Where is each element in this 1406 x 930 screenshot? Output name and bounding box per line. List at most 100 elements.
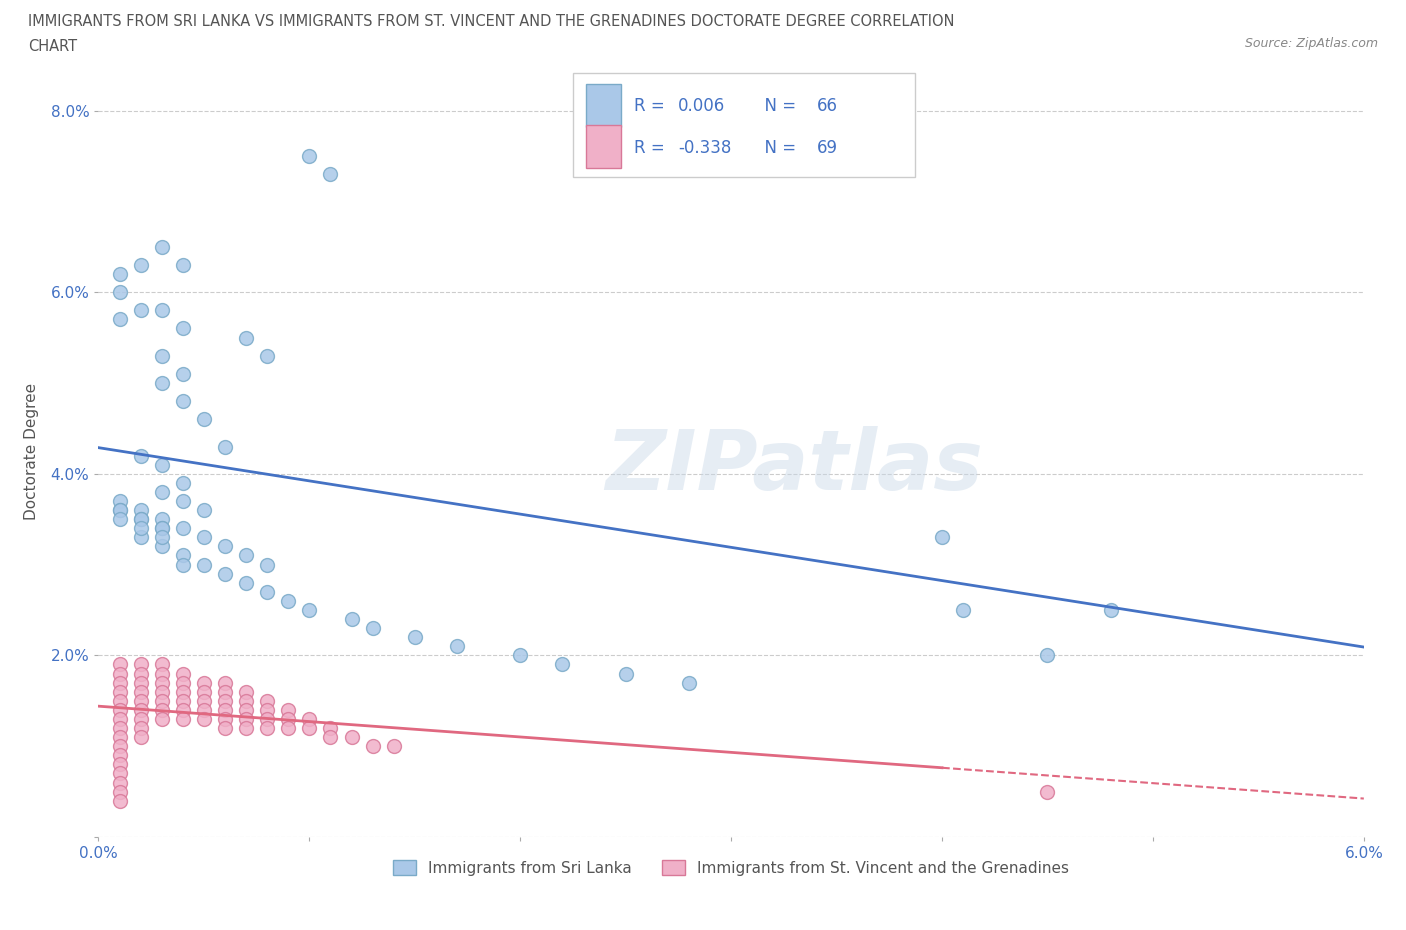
Point [193, 675, 215, 690]
Point [150, 684, 173, 699]
Point [551, 657, 574, 671]
Point [129, 657, 152, 671]
Point [614, 666, 637, 681]
Point [108, 775, 131, 790]
Point [319, 721, 342, 736]
Point [235, 684, 257, 699]
Point [214, 711, 236, 726]
Point [150, 521, 173, 536]
Point [931, 530, 953, 545]
Point [678, 149, 700, 164]
Point [129, 666, 152, 681]
Point [108, 684, 131, 699]
Point [150, 348, 173, 363]
Point [214, 539, 236, 554]
Point [108, 730, 131, 745]
Point [298, 721, 321, 736]
Point [129, 512, 152, 526]
Text: CHART: CHART [28, 39, 77, 54]
Point [1036, 648, 1059, 663]
Point [298, 149, 321, 164]
Point [129, 711, 152, 726]
Point [256, 584, 278, 599]
Point [150, 657, 173, 671]
Point [277, 702, 299, 717]
Point [129, 303, 152, 318]
Point [172, 684, 194, 699]
Point [193, 684, 215, 699]
Text: 0.006: 0.006 [678, 97, 725, 115]
Point [108, 766, 131, 781]
Point [108, 675, 131, 690]
Point [108, 657, 131, 671]
Text: IMMIGRANTS FROM SRI LANKA VS IMMIGRANTS FROM ST. VINCENT AND THE GRENADINES DOCT: IMMIGRANTS FROM SRI LANKA VS IMMIGRANTS … [28, 14, 955, 29]
Point [193, 702, 215, 717]
Y-axis label: Doctorate Degree: Doctorate Degree [24, 382, 39, 520]
Point [172, 702, 194, 717]
Point [108, 694, 131, 709]
FancyBboxPatch shape [585, 85, 621, 126]
Point [150, 675, 173, 690]
Point [129, 512, 152, 526]
Point [129, 258, 152, 272]
Point [404, 630, 426, 644]
Point [108, 502, 131, 517]
Legend: Immigrants from Sri Lanka, Immigrants from St. Vincent and the Grenadines: Immigrants from Sri Lanka, Immigrants fr… [385, 852, 1077, 883]
Point [340, 612, 363, 627]
Point [150, 694, 173, 709]
Point [108, 502, 131, 517]
Text: Source: ZipAtlas.com: Source: ZipAtlas.com [1244, 37, 1378, 50]
Point [277, 593, 299, 608]
Point [150, 530, 173, 545]
Point [361, 738, 384, 753]
Point [193, 711, 215, 726]
Point [129, 694, 152, 709]
Point [256, 721, 278, 736]
Point [108, 793, 131, 808]
Point [172, 475, 194, 490]
Point [193, 694, 215, 709]
Point [172, 694, 194, 709]
Point [214, 702, 236, 717]
Point [108, 494, 131, 509]
Text: 66: 66 [817, 97, 838, 115]
Point [108, 738, 131, 753]
Text: ZIPatlas: ZIPatlas [606, 426, 983, 507]
Point [129, 530, 152, 545]
Point [235, 548, 257, 563]
Text: 69: 69 [817, 140, 838, 157]
Point [172, 321, 194, 336]
Point [235, 694, 257, 709]
Point [298, 711, 321, 726]
Point [256, 694, 278, 709]
Point [172, 366, 194, 381]
Point [678, 675, 700, 690]
Point [108, 711, 131, 726]
Point [193, 530, 215, 545]
Point [108, 512, 131, 526]
Point [172, 557, 194, 572]
Point [235, 711, 257, 726]
Point [319, 166, 342, 181]
Point [172, 258, 194, 272]
Point [214, 675, 236, 690]
Point [150, 458, 173, 472]
Point [214, 721, 236, 736]
Point [150, 376, 173, 391]
Point [214, 439, 236, 454]
Point [108, 285, 131, 299]
Point [193, 557, 215, 572]
Point [108, 702, 131, 717]
Point [298, 603, 321, 618]
Point [509, 648, 531, 663]
Point [235, 330, 257, 345]
Point [150, 711, 173, 726]
Point [129, 675, 152, 690]
Point [382, 738, 405, 753]
Point [952, 603, 974, 618]
Point [129, 521, 152, 536]
Point [256, 348, 278, 363]
Point [108, 312, 131, 326]
Point [256, 702, 278, 717]
Point [1099, 603, 1122, 618]
